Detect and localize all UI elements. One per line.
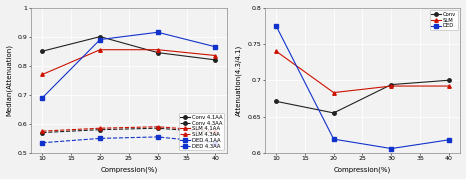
DED 4.1AA — [212, 46, 218, 48]
Line: Conv 4.3AA: Conv 4.3AA — [41, 127, 217, 134]
X-axis label: Compression(%): Compression(%) — [100, 167, 158, 173]
Conv — [273, 100, 279, 102]
SLM 4.1AA — [155, 49, 161, 51]
Conv — [389, 84, 394, 86]
SLM 4.1AA — [40, 73, 45, 76]
Conv — [331, 112, 336, 114]
SLM 4.1AA — [97, 49, 103, 51]
DED — [446, 139, 452, 141]
DED — [331, 138, 336, 140]
Conv 4.1AA — [40, 50, 45, 52]
Conv — [446, 79, 452, 81]
Line: Conv 4.1AA: Conv 4.1AA — [41, 35, 217, 62]
X-axis label: Compression(%): Compression(%) — [334, 167, 391, 173]
DED 4.3AA — [212, 142, 218, 144]
Conv 4.1AA — [97, 36, 103, 38]
Line: Conv: Conv — [274, 79, 451, 115]
SLM 4.3AA — [97, 127, 103, 129]
DED 4.1AA — [155, 31, 161, 33]
Line: SLM: SLM — [274, 49, 451, 94]
Conv 4.3AA — [97, 129, 103, 131]
DED — [273, 25, 279, 27]
DED 4.3AA — [97, 137, 103, 139]
SLM — [331, 91, 336, 94]
Conv 4.1AA — [155, 52, 161, 54]
Line: SLM 4.1AA: SLM 4.1AA — [41, 48, 217, 76]
Conv 4.1AA — [212, 59, 218, 61]
Y-axis label: Attenuation(4.3/4.1): Attenuation(4.3/4.1) — [235, 45, 242, 116]
Line: DED: DED — [274, 24, 451, 150]
Legend: Conv 4.1AA, Conv 4.3AA, SLM 4.1AA, SLM 4.3AA, DED 4.1AA, DED 4.3AA: Conv 4.1AA, Conv 4.3AA, SLM 4.1AA, SLM 4… — [179, 113, 224, 150]
DED 4.1AA — [97, 38, 103, 41]
SLM — [273, 50, 279, 52]
Conv 4.3AA — [212, 132, 218, 134]
DED 4.3AA — [155, 136, 161, 138]
DED 4.3AA — [40, 142, 45, 144]
DED 4.1AA — [40, 97, 45, 99]
Line: DED 4.1AA: DED 4.1AA — [41, 31, 217, 99]
SLM — [446, 85, 452, 87]
Line: SLM 4.3AA: SLM 4.3AA — [41, 125, 217, 133]
SLM 4.3AA — [40, 130, 45, 132]
SLM 4.3AA — [155, 126, 161, 128]
Conv 4.3AA — [40, 132, 45, 134]
Y-axis label: Median(Attenuation): Median(Attenuation) — [6, 44, 12, 116]
SLM 4.1AA — [212, 54, 218, 57]
SLM — [389, 85, 394, 87]
DED — [389, 147, 394, 150]
Legend: Conv, SLM, DED: Conv, SLM, DED — [430, 10, 458, 30]
Conv 4.3AA — [155, 127, 161, 129]
Line: DED 4.3AA: DED 4.3AA — [41, 135, 217, 144]
SLM 4.3AA — [212, 130, 218, 132]
